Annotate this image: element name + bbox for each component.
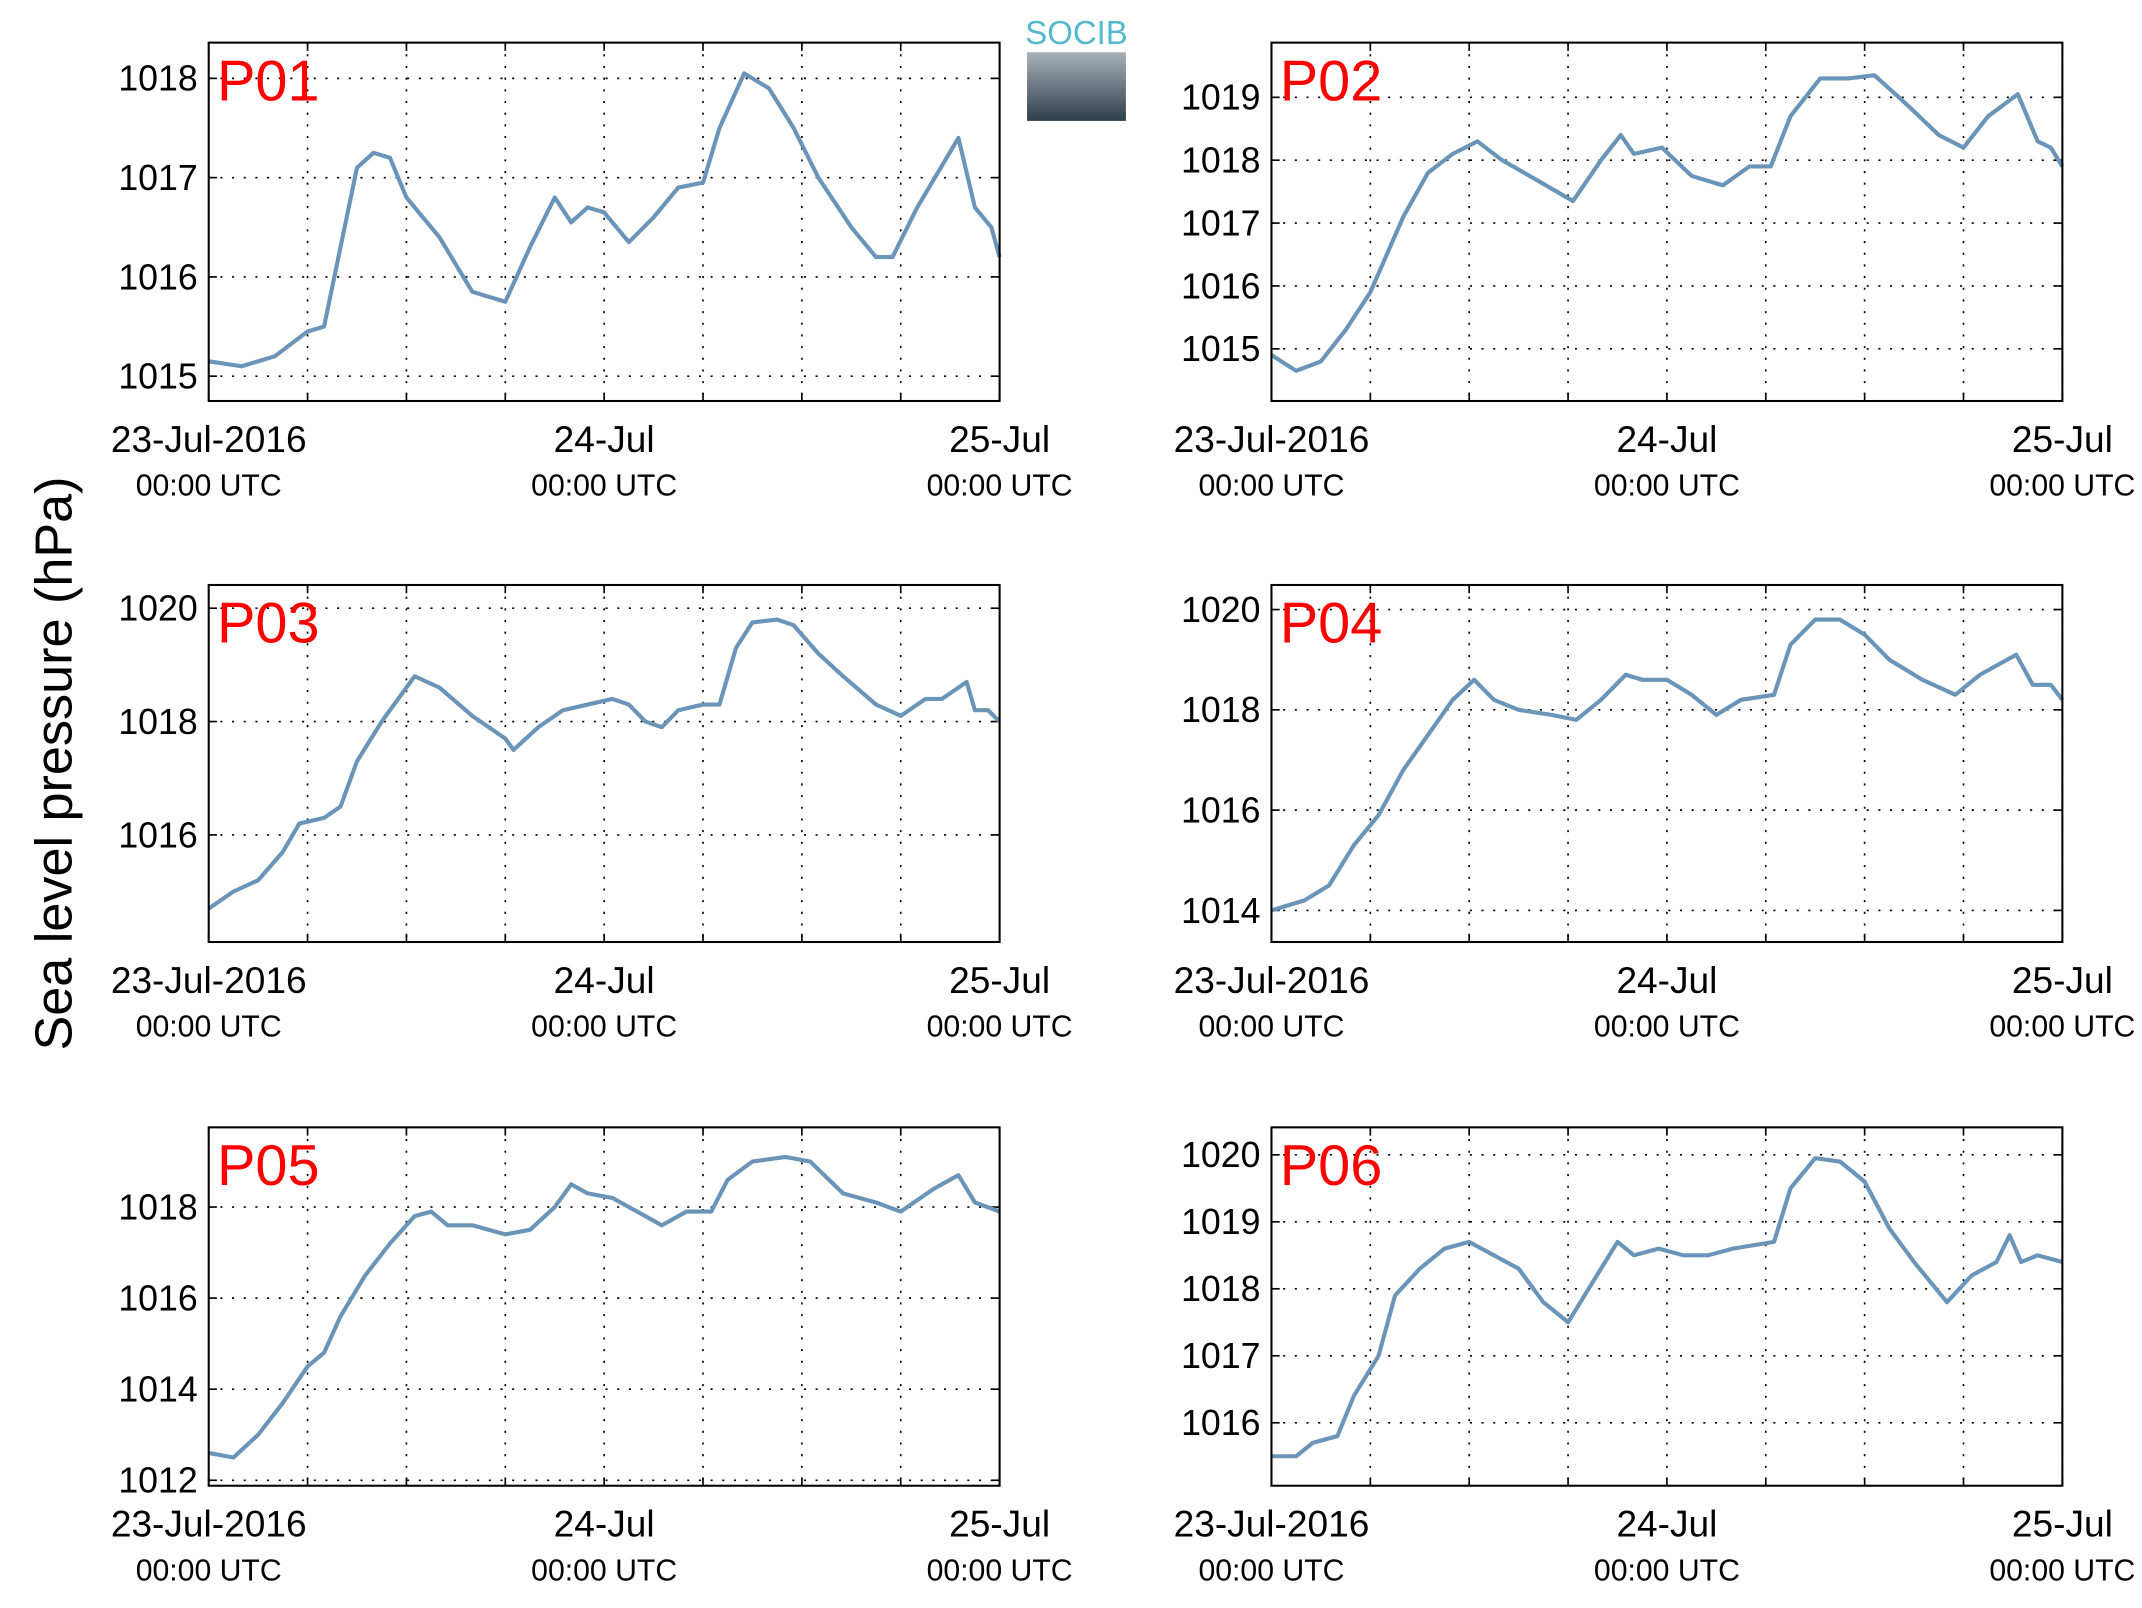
panel-title: P05 xyxy=(217,1134,320,1198)
y-tick-label: 1018 xyxy=(1181,141,1260,181)
y-tick-label: 1017 xyxy=(118,158,197,198)
x-tick-label: 24-Jul xyxy=(554,959,655,1001)
y-tick-label: 1016 xyxy=(1181,266,1260,306)
x-tick-sublabel: 00:00 UTC xyxy=(927,470,1073,503)
x-tick-sublabel: 00:00 UTC xyxy=(927,1554,1073,1587)
y-tick-label: 1018 xyxy=(118,1187,197,1227)
y-tick-label: 1020 xyxy=(1181,590,1260,630)
x-tick-label: 24-Jul xyxy=(1616,959,1717,1001)
y-tick-label: 1020 xyxy=(1181,1135,1260,1175)
x-tick-sublabel: 00:00 UTC xyxy=(1198,1011,1344,1044)
panel-title: P01 xyxy=(217,49,320,113)
data-line xyxy=(208,1154,1001,1460)
data-line xyxy=(207,617,1002,911)
data-line xyxy=(1271,1156,2063,1459)
y-tick-label: 1016 xyxy=(1181,790,1260,830)
y-tick-label: 1015 xyxy=(118,357,197,397)
x-tick-label: 24-Jul xyxy=(554,418,655,460)
logo: SOCIB xyxy=(1025,14,1128,51)
x-tick-label: 23-Jul-2016 xyxy=(111,959,307,1001)
data-line xyxy=(208,71,1002,369)
plot-frame xyxy=(207,41,1001,403)
y-tick-label: 1014 xyxy=(118,1370,197,1410)
data-line xyxy=(1270,617,2064,913)
plot-frame xyxy=(207,1126,1001,1487)
plot-frame xyxy=(1270,1126,2064,1487)
y-tick-label: 1018 xyxy=(1181,1269,1260,1309)
x-tick-sublabel: 00:00 UTC xyxy=(1594,1554,1740,1587)
x-tick-label: 25-Jul xyxy=(2012,959,2113,1001)
y-axis-label: Sea level pressure (hPa) xyxy=(25,476,83,1050)
y-tick-label: 1017 xyxy=(1181,1336,1260,1376)
x-tick-sublabel: 00:00 UTC xyxy=(136,1554,282,1587)
y-tick-label: 1019 xyxy=(1181,78,1260,118)
x-tick-sublabel: 00:00 UTC xyxy=(531,1554,677,1587)
y-tick-label: 1019 xyxy=(1181,1202,1260,1242)
x-tick-sublabel: 00:00 UTC xyxy=(1989,470,2135,503)
y-tick-label: 1016 xyxy=(1181,1403,1260,1443)
x-tick-sublabel: 00:00 UTC xyxy=(136,1011,282,1044)
x-tick-label: 24-Jul xyxy=(1616,1503,1717,1545)
y-tick-label: 1016 xyxy=(118,1278,197,1318)
y-tick-label: 1017 xyxy=(1181,203,1260,243)
y-tick-label: 1018 xyxy=(118,702,197,742)
x-tick-sublabel: 00:00 UTC xyxy=(531,470,677,503)
panel-title: P06 xyxy=(1280,1134,1383,1198)
x-tick-sublabel: 00:00 UTC xyxy=(1989,1554,2135,1587)
plot-frame xyxy=(207,583,1001,944)
x-tick-label: 24-Jul xyxy=(1616,418,1717,460)
y-tick-label: 1020 xyxy=(118,589,197,629)
y-tick-label: 1014 xyxy=(1181,891,1260,931)
x-tick-label: 25-Jul xyxy=(949,418,1050,460)
panel-title: P04 xyxy=(1280,592,1383,656)
y-tick-label: 1016 xyxy=(118,257,197,297)
x-tick-sublabel: 00:00 UTC xyxy=(1989,1011,2135,1044)
y-tick-label: 1018 xyxy=(1181,690,1260,730)
x-tick-sublabel: 00:00 UTC xyxy=(531,1011,677,1044)
x-tick-label: 25-Jul xyxy=(949,1503,1050,1545)
x-tick-label: 23-Jul-2016 xyxy=(111,418,307,460)
y-tick-label: 1012 xyxy=(118,1461,197,1501)
panel-title: P02 xyxy=(1280,49,1383,113)
x-tick-label: 23-Jul-2016 xyxy=(1174,1503,1370,1545)
x-tick-label: 23-Jul-2016 xyxy=(1174,959,1370,1001)
panel-title: P03 xyxy=(217,592,320,656)
y-tick-label: 1018 xyxy=(118,59,197,99)
data-line xyxy=(1270,73,2065,373)
plot-frame xyxy=(1270,41,2064,403)
y-tick-label: 1015 xyxy=(1181,329,1260,369)
x-tick-label: 25-Jul xyxy=(2012,418,2113,460)
x-tick-sublabel: 00:00 UTC xyxy=(927,1011,1073,1044)
x-tick-sublabel: 00:00 UTC xyxy=(1198,1554,1344,1587)
logo-box xyxy=(1027,52,1126,121)
x-tick-label: 24-Jul xyxy=(554,1503,655,1545)
plot-frame xyxy=(1270,583,2064,944)
x-tick-label: 23-Jul-2016 xyxy=(111,1503,307,1545)
x-tick-sublabel: 00:00 UTC xyxy=(136,470,282,503)
x-tick-label: 23-Jul-2016 xyxy=(1174,418,1370,460)
x-tick-sublabel: 00:00 UTC xyxy=(1594,1011,1740,1044)
y-tick-label: 1016 xyxy=(118,815,197,855)
x-tick-label: 25-Jul xyxy=(949,959,1050,1001)
x-tick-sublabel: 00:00 UTC xyxy=(1594,470,1740,503)
x-tick-label: 25-Jul xyxy=(2012,1503,2113,1545)
x-tick-sublabel: 00:00 UTC xyxy=(1198,470,1344,503)
